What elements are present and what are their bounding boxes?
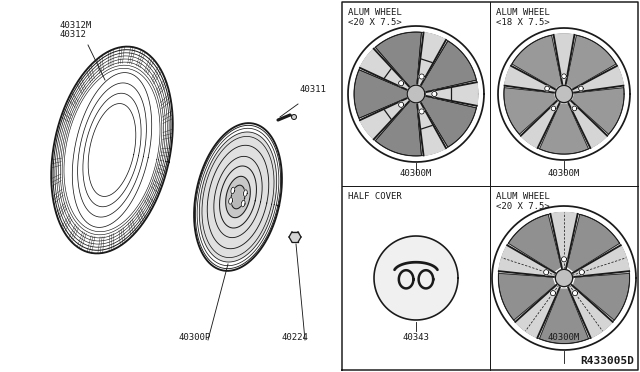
Polygon shape (540, 104, 588, 154)
Polygon shape (289, 232, 301, 242)
Polygon shape (407, 85, 425, 103)
Polygon shape (419, 109, 424, 114)
Text: 40311: 40311 (300, 85, 327, 94)
Text: 40312M: 40312M (60, 21, 92, 30)
Polygon shape (579, 86, 583, 91)
Polygon shape (579, 270, 584, 275)
Polygon shape (374, 236, 458, 320)
Text: ALUM WHEEL: ALUM WHEEL (496, 192, 550, 201)
Polygon shape (207, 145, 269, 249)
Polygon shape (226, 176, 250, 218)
Polygon shape (540, 289, 589, 343)
Polygon shape (422, 41, 476, 92)
Polygon shape (504, 88, 556, 134)
Polygon shape (220, 166, 257, 228)
Polygon shape (417, 102, 446, 155)
Polygon shape (551, 106, 556, 111)
Polygon shape (360, 98, 410, 139)
Text: <18 X 7.5>: <18 X 7.5> (496, 18, 550, 27)
Circle shape (291, 115, 296, 119)
Polygon shape (376, 32, 421, 86)
Polygon shape (572, 106, 577, 111)
Polygon shape (556, 269, 573, 287)
Text: <20 X 7.5>: <20 X 7.5> (348, 18, 402, 27)
Polygon shape (561, 257, 566, 262)
Polygon shape (521, 100, 560, 148)
Polygon shape (572, 291, 577, 296)
Text: 40300M: 40300M (400, 169, 432, 178)
Polygon shape (354, 70, 406, 118)
Polygon shape (499, 245, 557, 277)
Polygon shape (432, 92, 437, 97)
Polygon shape (419, 74, 424, 79)
Polygon shape (566, 35, 616, 89)
Polygon shape (425, 82, 478, 106)
Polygon shape (572, 245, 629, 277)
Polygon shape (422, 96, 476, 147)
Text: 40300P: 40300P (179, 333, 211, 342)
Polygon shape (572, 88, 624, 134)
Polygon shape (556, 86, 573, 103)
Polygon shape (399, 102, 404, 108)
Polygon shape (417, 33, 446, 86)
Polygon shape (562, 74, 566, 78)
Polygon shape (241, 200, 245, 207)
Polygon shape (399, 81, 404, 86)
Polygon shape (231, 185, 245, 209)
Polygon shape (567, 214, 620, 272)
Polygon shape (568, 100, 607, 148)
Polygon shape (568, 284, 612, 338)
Text: ALUM WHEEL: ALUM WHEEL (348, 8, 402, 17)
Polygon shape (231, 187, 235, 194)
Polygon shape (228, 198, 232, 204)
Text: <20 X 7.5>: <20 X 7.5> (496, 202, 550, 211)
Polygon shape (543, 270, 548, 275)
Polygon shape (512, 35, 562, 89)
Polygon shape (499, 273, 555, 320)
Polygon shape (550, 212, 578, 270)
Polygon shape (376, 102, 421, 156)
Text: 40300M: 40300M (548, 169, 580, 178)
Polygon shape (504, 66, 556, 93)
Polygon shape (243, 190, 248, 196)
Polygon shape (515, 284, 561, 338)
Polygon shape (202, 137, 274, 257)
Text: 40343: 40343 (403, 333, 429, 342)
Polygon shape (545, 86, 549, 91)
Text: HALF COVER: HALF COVER (348, 192, 402, 201)
Polygon shape (214, 156, 262, 238)
Polygon shape (360, 49, 410, 90)
Polygon shape (573, 273, 630, 320)
Polygon shape (199, 132, 276, 262)
Text: ALUM WHEEL: ALUM WHEEL (496, 8, 550, 17)
Polygon shape (554, 34, 575, 86)
Text: R433005D: R433005D (580, 356, 634, 366)
Text: 40224: 40224 (282, 333, 308, 342)
Polygon shape (508, 214, 561, 272)
Polygon shape (572, 66, 623, 93)
Text: 40300M: 40300M (548, 333, 580, 342)
Polygon shape (550, 291, 556, 296)
Text: 40312: 40312 (60, 30, 87, 39)
